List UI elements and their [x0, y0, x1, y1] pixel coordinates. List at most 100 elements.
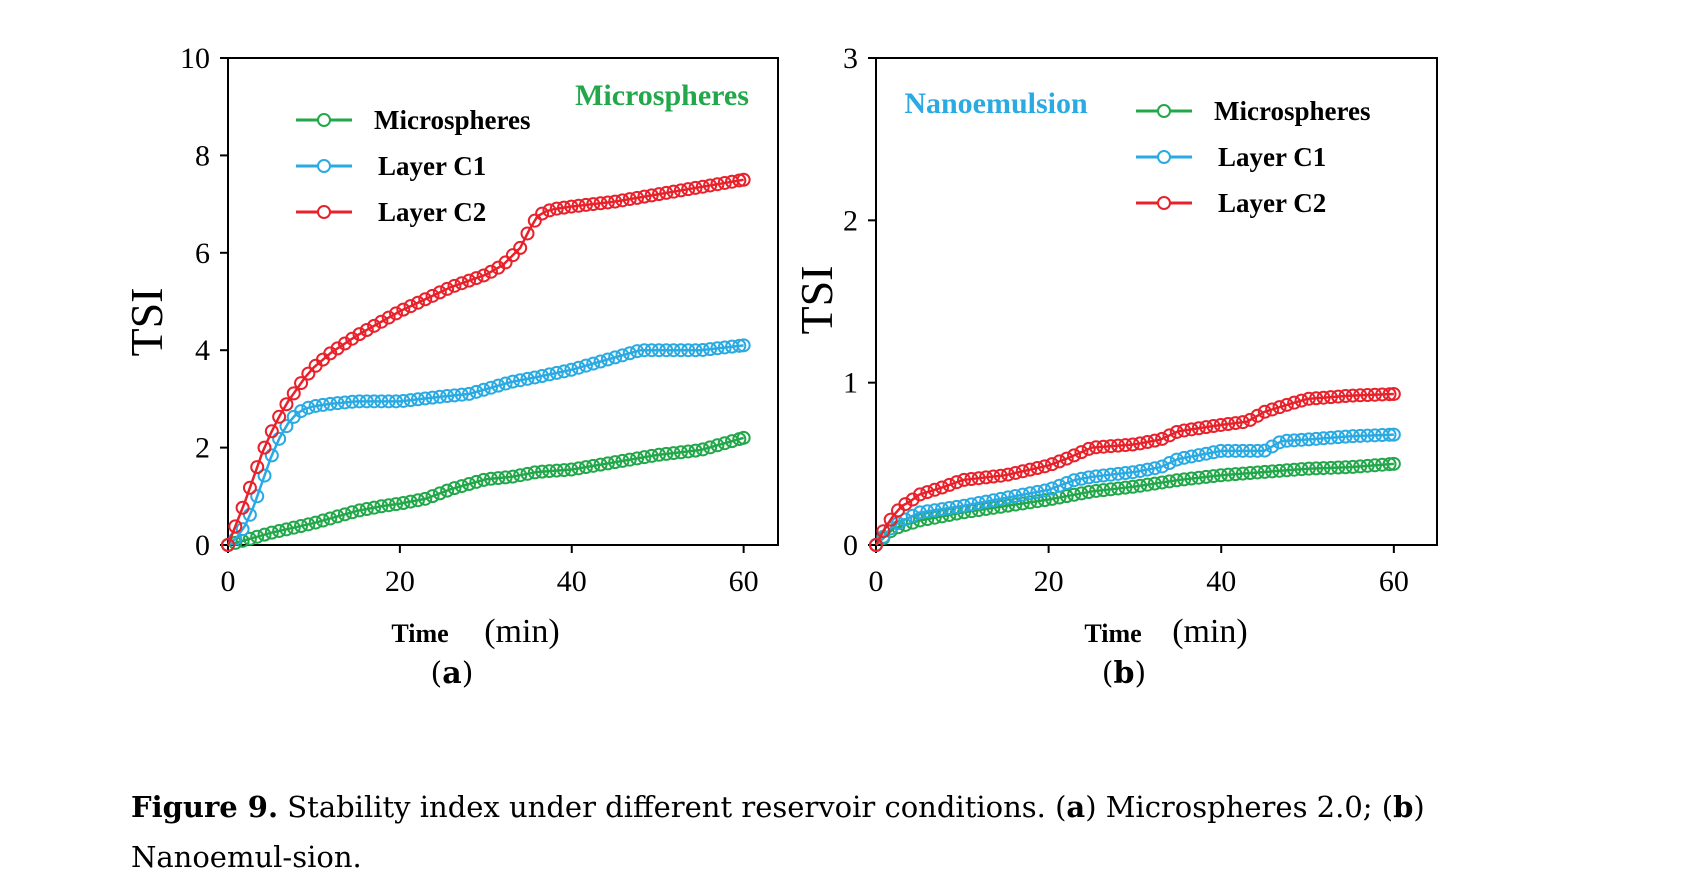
data-point: [1228, 443, 1243, 458]
data-point: [410, 295, 425, 310]
data-point: [1147, 461, 1162, 476]
data-point: [1235, 443, 1250, 458]
chart-b: 0 1 2 3 0 20 40 60 TSI Time (min) (b) Nanoemulsion Mi…: [791, 42, 1438, 691]
data-point: [257, 468, 272, 483]
data-point: [920, 485, 935, 500]
data-point: [513, 373, 528, 388]
data-point: [1301, 461, 1316, 476]
data-point: [520, 371, 535, 386]
data-point: [1162, 456, 1177, 471]
data-point: [1052, 454, 1067, 469]
data-point: [1140, 477, 1155, 492]
series-layer-c1: [221, 338, 751, 552]
data-point: [1323, 460, 1338, 475]
data-point: [1386, 387, 1401, 402]
data-point: [542, 367, 557, 382]
data-point: [1023, 462, 1038, 477]
data-point: [1309, 461, 1324, 476]
data-point: [1030, 494, 1045, 509]
data-point: [1118, 480, 1133, 495]
data-point: [483, 264, 498, 279]
data-point: [1279, 433, 1294, 448]
data-point: [1125, 479, 1140, 494]
data-point: [1023, 495, 1038, 510]
data-point: [1243, 443, 1258, 458]
x-tick-label: 40: [1206, 565, 1236, 598]
data-point: [608, 455, 623, 470]
data-point: [1177, 472, 1192, 487]
data-point: [345, 505, 360, 520]
data-point: [425, 390, 440, 405]
data-point: [542, 464, 557, 479]
data-point: [717, 340, 732, 355]
x-tick-label: 0: [869, 565, 884, 598]
data-point: [454, 479, 469, 494]
data-point: [330, 396, 345, 411]
data-point: [250, 460, 265, 475]
data-point: [1133, 478, 1148, 493]
data-point: [695, 179, 710, 194]
chart-a: 0 2 4 6 8 10 0 20 40 60 TSI Time (min) (a) Microsphere…: [121, 42, 779, 691]
data-point: [381, 394, 396, 409]
data-point: [1316, 461, 1331, 476]
data-point: [527, 465, 542, 480]
data-point: [381, 310, 396, 325]
data-point: [688, 180, 703, 195]
data-point: [308, 515, 323, 530]
data-point: [637, 189, 652, 204]
data-point: [927, 503, 942, 518]
y-tick-label: 3: [843, 42, 858, 75]
data-point: [1309, 391, 1324, 406]
data-point: [1301, 391, 1316, 406]
data-point: [1081, 470, 1096, 485]
data-point: [593, 457, 608, 472]
data-point: [1191, 448, 1206, 463]
data-point: [949, 475, 964, 490]
caption-text: Stability index under different reservoi…: [278, 790, 1067, 824]
data-point: [410, 493, 425, 508]
legend-marker: [1157, 150, 1171, 164]
series-layer-c2: [869, 387, 1401, 552]
data-point: [615, 348, 630, 363]
data-point: [272, 409, 287, 424]
data-point: [608, 194, 623, 209]
data-point: [557, 364, 572, 379]
data-point: [571, 461, 586, 476]
y-tick-label: 8: [195, 139, 210, 172]
data-point: [294, 376, 309, 391]
data-point: [1250, 465, 1265, 480]
data-point: [483, 380, 498, 395]
data-point: [1162, 474, 1177, 489]
data-point: [644, 188, 659, 203]
data-point: [1169, 452, 1184, 467]
data-point: [644, 343, 659, 358]
data-point: [1386, 456, 1401, 471]
data-point: [557, 200, 572, 215]
data-point: [1279, 397, 1294, 412]
data-point: [1140, 434, 1155, 449]
data-point: [1001, 467, 1016, 482]
data-point: [1081, 484, 1096, 499]
data-point: [301, 366, 316, 381]
data-point: [681, 182, 696, 197]
data-point: [717, 436, 732, 451]
data-point: [549, 463, 564, 478]
data-point: [264, 448, 279, 463]
data-point: [1074, 445, 1089, 460]
data-point: [1386, 427, 1401, 442]
data-point: [1221, 417, 1236, 432]
data-point: [1147, 433, 1162, 448]
data-point: [1235, 415, 1250, 430]
data-point: [637, 450, 652, 465]
data-point: [942, 477, 957, 492]
data-point: [235, 500, 250, 515]
data-point: [600, 352, 615, 367]
data-point: [578, 197, 593, 212]
series-layer-c2: [221, 172, 751, 552]
data-point: [1096, 468, 1111, 483]
data-point: [520, 466, 535, 481]
data-point: [527, 370, 542, 385]
data-point: [1096, 483, 1111, 498]
data-point: [898, 497, 913, 512]
data-point: [1125, 465, 1140, 480]
